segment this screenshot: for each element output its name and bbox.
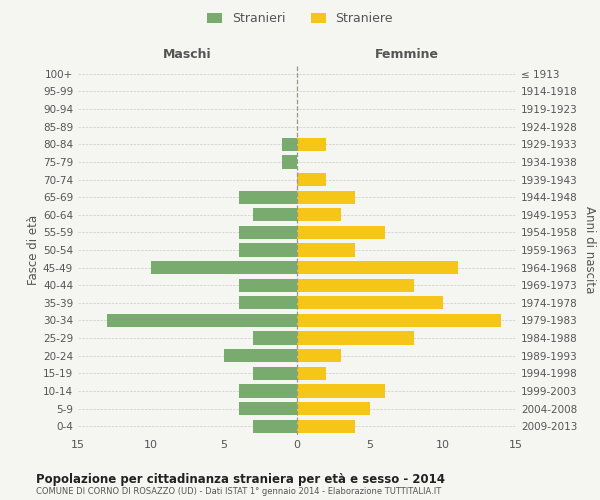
Y-axis label: Fasce di età: Fasce di età: [27, 215, 40, 285]
Bar: [239, 244, 297, 256]
Bar: [297, 420, 355, 433]
Bar: [297, 244, 355, 256]
Bar: [297, 138, 326, 151]
Bar: [297, 296, 443, 310]
Text: Femmine: Femmine: [374, 48, 439, 62]
Bar: [239, 384, 297, 398]
Bar: [239, 190, 297, 204]
Bar: [151, 261, 297, 274]
Bar: [297, 402, 370, 415]
Bar: [297, 366, 326, 380]
Bar: [297, 384, 385, 398]
Bar: [253, 332, 297, 344]
Bar: [297, 349, 341, 362]
Y-axis label: Anni di nascita: Anni di nascita: [583, 206, 596, 294]
Bar: [297, 173, 326, 186]
Bar: [283, 156, 297, 168]
Text: COMUNE DI CORNO DI ROSAZZO (UD) - Dati ISTAT 1° gennaio 2014 - Elaborazione TUTT: COMUNE DI CORNO DI ROSAZZO (UD) - Dati I…: [36, 488, 441, 496]
Bar: [253, 420, 297, 433]
Bar: [297, 190, 355, 204]
Bar: [224, 349, 297, 362]
Bar: [297, 332, 414, 344]
Bar: [107, 314, 297, 327]
Bar: [239, 278, 297, 292]
Bar: [239, 402, 297, 415]
Bar: [297, 278, 414, 292]
Bar: [283, 138, 297, 151]
Bar: [239, 296, 297, 310]
Text: Maschi: Maschi: [163, 48, 212, 62]
Bar: [297, 226, 385, 239]
Bar: [253, 366, 297, 380]
Bar: [297, 208, 341, 222]
Text: Popolazione per cittadinanza straniera per età e sesso - 2014: Popolazione per cittadinanza straniera p…: [36, 472, 445, 486]
Legend: Stranieri, Straniere: Stranieri, Straniere: [203, 8, 397, 29]
Bar: [253, 208, 297, 222]
Bar: [297, 314, 502, 327]
Bar: [239, 226, 297, 239]
Bar: [297, 261, 458, 274]
